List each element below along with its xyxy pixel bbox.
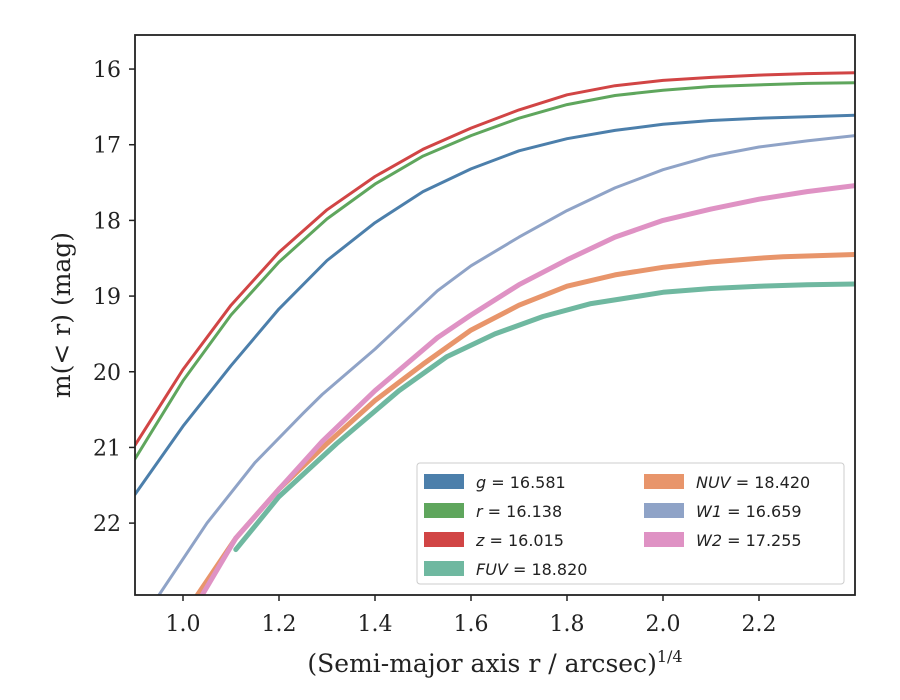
legend: g = 16.581 r = 16.138 z = 16.015 FUV = 18.8… [416, 462, 845, 585]
legend-label-r: r = 16.138 [476, 502, 562, 521]
series-line-w1 [157, 134, 855, 595]
y-tick-label: 22 [93, 512, 121, 537]
x-axis-label: (Semi-major axis r / arcsec)1/4 [307, 647, 682, 678]
legend-label-g: g = 16.581 [476, 473, 566, 492]
y-tick-label: 18 [93, 209, 121, 234]
legend-swatch-fuv [424, 561, 464, 576]
series-line-r [135, 81, 855, 461]
legend-swatch-w1 [644, 503, 684, 518]
x-tick-label: 1.2 [262, 612, 297, 637]
y-tick-label: 21 [93, 436, 121, 461]
y-tick-label: 16 [93, 58, 121, 83]
legend-label-z: z = 16.015 [475, 531, 564, 550]
legend-label-w2: W2 = 17.255 [696, 531, 802, 550]
x-axis-label-text: Semi-major axis r / arcsec [317, 649, 647, 678]
plot-frame [134, 34, 856, 596]
series-layer [135, 71, 855, 595]
x-axis-ticks: 1.0 1.2 1.4 1.6 1.8 2.0 2.2 [166, 595, 777, 637]
series-line-w2 [199, 183, 855, 595]
x-axis-label-sup: 1/4 [657, 647, 683, 666]
x-tick-label: 1.8 [550, 612, 585, 637]
legend-swatch-w2 [644, 532, 684, 547]
series-line-g [135, 113, 855, 496]
y-tick-label: 20 [93, 361, 121, 386]
y-axis-label: m(< r) (mag) [47, 232, 76, 398]
legend-label-fuv: FUV = 18.820 [476, 560, 587, 579]
x-tick-label: 2.2 [742, 612, 777, 637]
series-line-z [135, 71, 855, 447]
x-tick-label: 1.0 [166, 612, 201, 637]
x-tick-label: 2.0 [646, 612, 681, 637]
legend-label-w1: W1 = 16.659 [696, 502, 802, 521]
legend-swatch-g [424, 474, 464, 489]
legend-swatch-r [424, 503, 464, 518]
y-tick-label: 17 [93, 134, 121, 159]
y-tick-label: 19 [93, 285, 121, 310]
legend-swatch-z [424, 532, 464, 547]
legend-swatch-nuv [644, 474, 684, 489]
series-line-fuv [233, 281, 855, 553]
x-tick-label: 1.4 [358, 612, 393, 637]
x-tick-label: 1.6 [454, 612, 489, 637]
legend-label-nuv: NUV = 18.420 [696, 473, 810, 492]
legend-box [416, 462, 845, 585]
y-axis-ticks: 16 17 18 19 20 21 22 [93, 58, 135, 537]
